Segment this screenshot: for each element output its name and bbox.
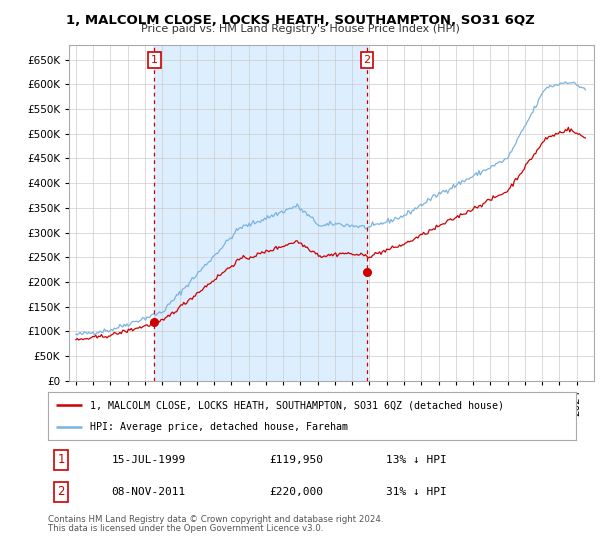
Text: Price paid vs. HM Land Registry's House Price Index (HPI): Price paid vs. HM Land Registry's House … — [140, 24, 460, 34]
Text: 1: 1 — [58, 453, 65, 466]
Text: 15-JUL-1999: 15-JUL-1999 — [112, 455, 185, 465]
Text: 31% ↓ HPI: 31% ↓ HPI — [386, 487, 446, 497]
Text: 2: 2 — [364, 55, 370, 65]
Bar — [154, 45, 367, 381]
Text: £119,950: £119,950 — [270, 455, 324, 465]
Text: 2: 2 — [58, 485, 65, 498]
Text: £220,000: £220,000 — [270, 487, 324, 497]
Text: 1, MALCOLM CLOSE, LOCKS HEATH, SOUTHAMPTON, SO31 6QZ (detached house): 1, MALCOLM CLOSE, LOCKS HEATH, SOUTHAMPT… — [90, 400, 504, 410]
Text: Contains HM Land Registry data © Crown copyright and database right 2024.: Contains HM Land Registry data © Crown c… — [48, 515, 383, 524]
Text: This data is licensed under the Open Government Licence v3.0.: This data is licensed under the Open Gov… — [48, 524, 323, 533]
Text: 1, MALCOLM CLOSE, LOCKS HEATH, SOUTHAMPTON, SO31 6QZ: 1, MALCOLM CLOSE, LOCKS HEATH, SOUTHAMPT… — [65, 14, 535, 27]
Text: 13% ↓ HPI: 13% ↓ HPI — [386, 455, 446, 465]
Text: HPI: Average price, detached house, Fareham: HPI: Average price, detached house, Fare… — [90, 422, 348, 432]
Text: 1: 1 — [151, 55, 158, 65]
Text: 08-NOV-2011: 08-NOV-2011 — [112, 487, 185, 497]
